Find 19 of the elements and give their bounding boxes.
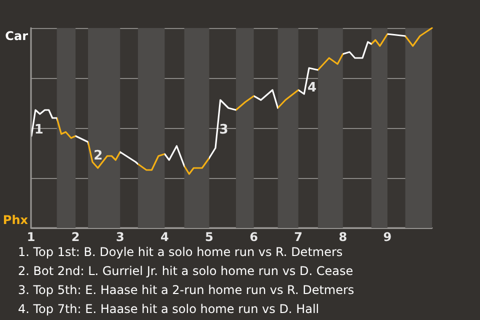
annotation: 1 [34,122,44,138]
x-tick-label: 9 [383,230,392,244]
x-tick-label: 3 [116,230,124,244]
x-tick-label: 8 [338,230,348,244]
text: 2. Bot 2nd: L. Gurriel Jr. hit a solo home run vs D. Cease [18,264,354,278]
text: Car [5,29,28,43]
text: 1. Top 1st: B. Doyle hit a solo home run vs R. Detmers [18,245,343,259]
text: Phx [2,213,28,227]
annotation: 2 [94,148,103,164]
x-tick-label: 4 [160,230,169,244]
x-tick-label: 2 [71,230,80,244]
annotation: 3 [219,122,228,138]
x-tick-label: 1 [26,230,36,244]
text: 3. Top 5th: E. Haase hit a 2-run home run vs R. Detmers [18,283,354,297]
x-tick-label: 5 [205,230,214,244]
annotation: 4 [307,80,317,96]
x-tick-label: 6 [250,230,258,244]
x-tick-label: 7 [294,230,303,244]
text: 4. Top 7th: E. Haase hit a solo home run vs D. Hall [18,302,320,316]
